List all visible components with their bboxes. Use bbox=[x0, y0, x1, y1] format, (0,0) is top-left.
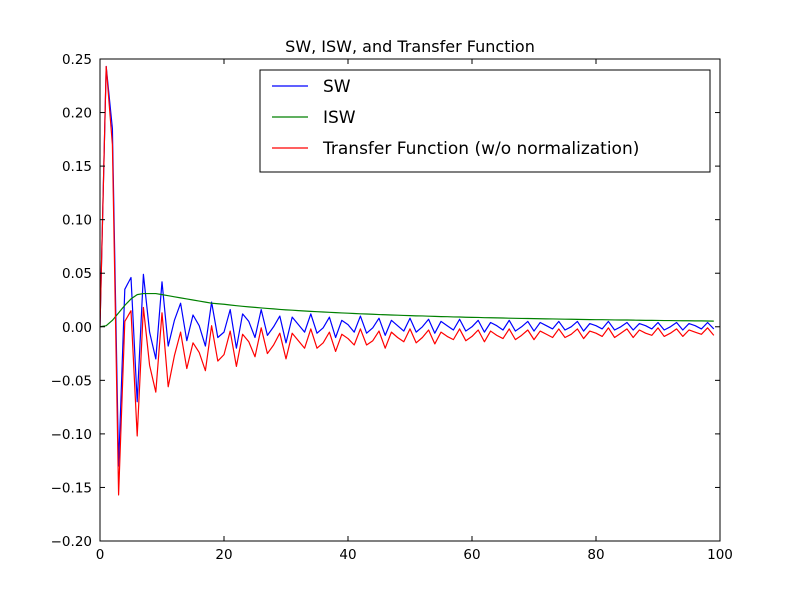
y-tick-label: 0.15 bbox=[62, 159, 92, 175]
y-tick-label: 0.05 bbox=[62, 266, 92, 282]
y-tick-label: −0.10 bbox=[51, 427, 92, 443]
x-tick-label: 80 bbox=[587, 547, 604, 563]
legend-box bbox=[259, 69, 711, 173]
y-tick-label: 0.25 bbox=[62, 52, 92, 68]
series-line-1 bbox=[100, 65, 715, 467]
y-tick-label: 0.00 bbox=[62, 320, 92, 336]
y-tick-label: −0.20 bbox=[51, 534, 92, 550]
legend: SW ISW Transfer Function (w/o normalizatio… bbox=[259, 69, 711, 173]
x-tick-label: 100 bbox=[707, 547, 733, 563]
y-tick-label: 0.10 bbox=[62, 213, 92, 229]
series-group bbox=[100, 65, 715, 496]
plot-area: 0 20 40 60 80 100 −0.20 −0.15 −0.10 −0.05 0.00 0.0… bbox=[51, 52, 733, 563]
series-line-2 bbox=[100, 292, 714, 328]
legend-label: SW bbox=[323, 77, 351, 97]
x-axis: 0 20 40 60 80 100 bbox=[96, 59, 733, 563]
series-line-3 bbox=[100, 65, 715, 496]
x-tick-label: 60 bbox=[463, 547, 480, 563]
legend-label: Transfer Function (w/o normalization) bbox=[322, 139, 639, 159]
x-tick-label: 40 bbox=[339, 547, 356, 563]
chart-title: SW, ISW, and Transfer Function bbox=[285, 37, 535, 56]
y-tick-label: −0.15 bbox=[51, 480, 92, 496]
x-tick-label: 20 bbox=[215, 547, 232, 563]
y-tick-label: 0.20 bbox=[62, 106, 92, 122]
x-tick-label: 0 bbox=[96, 547, 105, 563]
legend-label: ISW bbox=[323, 108, 356, 128]
axes-frame bbox=[99, 58, 721, 542]
y-axis: −0.20 −0.15 −0.10 −0.05 0.00 0.05 0.10 0.15 0.20… bbox=[51, 52, 720, 550]
y-tick-label: −0.05 bbox=[51, 373, 92, 389]
